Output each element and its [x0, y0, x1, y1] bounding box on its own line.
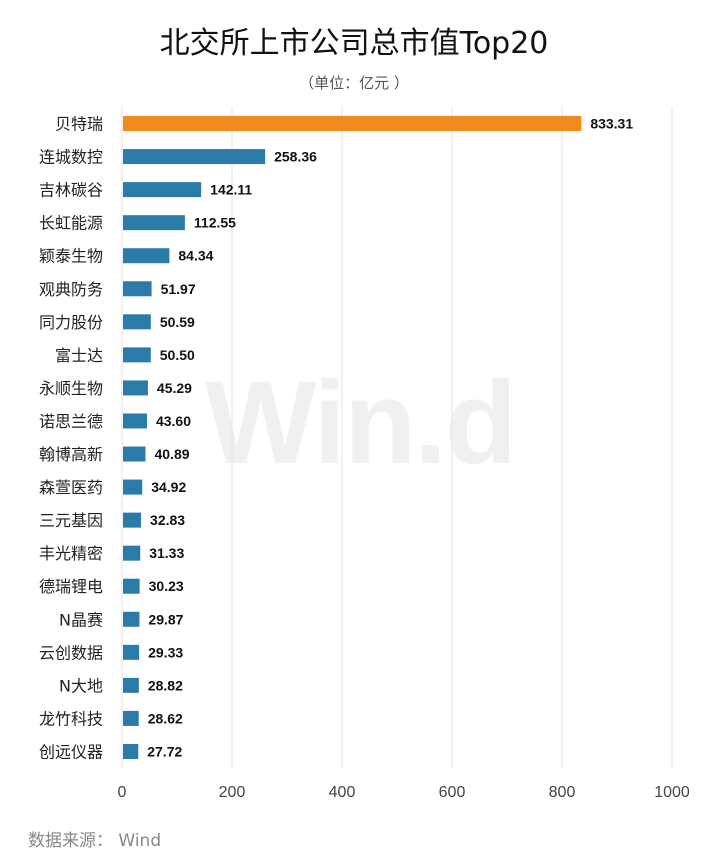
- category-label: 翰博高新: [39, 445, 103, 464]
- category-label: 吉林碳谷: [39, 181, 103, 200]
- data-label: 43.60: [156, 413, 191, 429]
- bar: [123, 479, 143, 495]
- bar: [123, 710, 139, 726]
- category-label: 诺思兰德: [39, 412, 103, 431]
- category-label: 颖泰生物: [39, 247, 103, 266]
- bar: [123, 512, 142, 528]
- category-label: 贝特瑞: [55, 115, 103, 134]
- bar: [123, 413, 147, 429]
- data-label: 32.83: [150, 512, 185, 528]
- bar: [123, 248, 170, 264]
- category-label: 三元基因: [39, 511, 103, 530]
- bar: [123, 578, 140, 594]
- bar: [123, 611, 140, 627]
- data-label: 34.92: [151, 479, 186, 495]
- chart-subtitle: （单位：亿元 ）: [299, 74, 409, 92]
- data-label: 29.87: [148, 611, 183, 627]
- data-label: 31.33: [149, 545, 184, 561]
- bar: [123, 347, 151, 363]
- data-label: 51.97: [161, 281, 196, 297]
- x-tick-label: 0: [118, 784, 127, 801]
- category-label: 富士达: [55, 346, 103, 365]
- data-label: 84.34: [178, 248, 213, 264]
- bar: [123, 182, 202, 198]
- data-label: 29.33: [148, 644, 183, 660]
- bar: [123, 380, 148, 396]
- category-label: 云创数据: [39, 643, 103, 662]
- category-label: 森萱医药: [39, 478, 103, 497]
- category-label: 丰光精密: [39, 544, 103, 563]
- x-tick-label: 200: [219, 784, 246, 801]
- data-label: 28.62: [148, 710, 183, 726]
- category-label: 德瑞锂电: [39, 577, 103, 596]
- category-label: 连城数控: [39, 148, 103, 167]
- x-tick-label: 1000: [654, 784, 690, 801]
- category-label: 龙竹科技: [39, 709, 103, 728]
- category-label: N晶赛: [59, 610, 103, 629]
- data-source-note: 数据来源： Wind: [28, 831, 162, 851]
- category-label: N大地: [59, 676, 103, 695]
- bar: [123, 677, 139, 693]
- bar: [123, 215, 185, 231]
- bar: [123, 743, 139, 759]
- data-label: 142.11: [210, 182, 252, 198]
- data-label: 28.82: [148, 677, 183, 693]
- data-label: 45.29: [157, 380, 192, 396]
- category-label: 同力股份: [39, 313, 103, 332]
- data-label: 30.23: [149, 578, 184, 594]
- data-label: 833.31: [590, 116, 633, 132]
- category-label: 观典防务: [39, 280, 103, 299]
- x-tick-label: 400: [329, 784, 356, 801]
- data-label: 112.55: [194, 215, 236, 231]
- bar: [123, 116, 582, 132]
- category-label: 长虹能源: [39, 214, 103, 233]
- bar: [123, 149, 266, 165]
- data-label: 50.59: [160, 314, 195, 330]
- chart-title: 北交所上市公司总市值Top20: [159, 26, 549, 61]
- data-label: 40.89: [154, 446, 189, 462]
- bar: [123, 545, 141, 561]
- watermark: Win.d: [204, 357, 517, 489]
- category-label: 创远仪器: [39, 742, 103, 761]
- data-label: 258.36: [274, 149, 317, 165]
- bar: [123, 281, 152, 297]
- data-label: 50.50: [160, 347, 195, 363]
- x-tick-label: 800: [549, 784, 576, 801]
- bar: [123, 446, 146, 462]
- data-label: 27.72: [147, 743, 182, 759]
- x-tick-label: 600: [439, 784, 466, 801]
- bar: [123, 314, 151, 330]
- category-label: 永顺生物: [39, 379, 103, 398]
- bar: [123, 644, 140, 660]
